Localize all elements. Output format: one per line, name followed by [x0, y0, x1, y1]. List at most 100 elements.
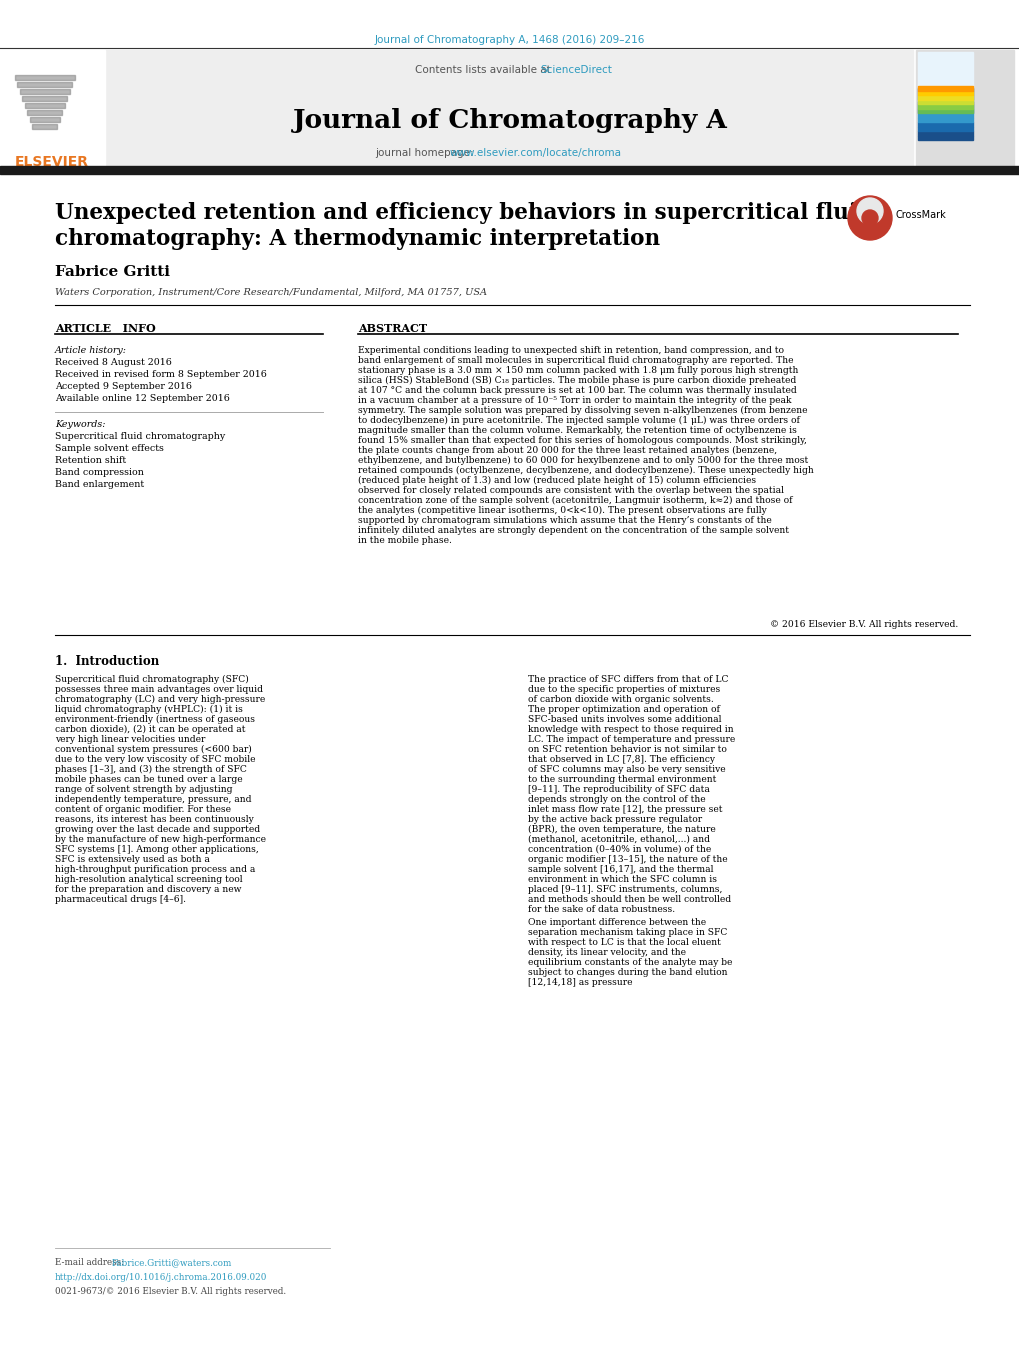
Text: to the surrounding thermal environment: to the surrounding thermal environment: [528, 775, 715, 784]
Text: that observed in LC [7,8]. The efficiency: that observed in LC [7,8]. The efficienc…: [528, 755, 714, 765]
Text: © 2016 Elsevier B.V. All rights reserved.: © 2016 Elsevier B.V. All rights reserved…: [769, 620, 957, 630]
Text: pharmaceutical drugs [4–6].: pharmaceutical drugs [4–6].: [55, 894, 185, 904]
Text: with respect to LC is that the local eluent: with respect to LC is that the local elu…: [528, 938, 720, 947]
Text: in the mobile phase.: in the mobile phase.: [358, 536, 451, 544]
Text: www.elsevier.com/locate/chroma: www.elsevier.com/locate/chroma: [449, 149, 622, 158]
Text: silica (HSS) StableBond (SB) C₁₈ particles. The mobile phase is pure carbon diox: silica (HSS) StableBond (SB) C₁₈ particl…: [358, 376, 796, 385]
Text: ELSEVIER: ELSEVIER: [15, 155, 89, 169]
Text: conventional system pressures (<600 bar): conventional system pressures (<600 bar): [55, 744, 252, 754]
Text: possesses three main advantages over liquid: possesses three main advantages over liq…: [55, 685, 263, 694]
Text: infinitely diluted analytes are strongly dependent on the concentration of the s: infinitely diluted analytes are strongly…: [358, 526, 789, 535]
Text: subject to changes during the band elution: subject to changes during the band eluti…: [528, 969, 727, 977]
Text: Contents lists available at: Contents lists available at: [415, 65, 553, 76]
Text: independently temperature, pressure, and: independently temperature, pressure, and: [55, 794, 252, 804]
Bar: [917, 86, 972, 91]
Text: high-resolution analytical screening tool: high-resolution analytical screening too…: [55, 875, 243, 884]
Text: Retention shift: Retention shift: [55, 457, 126, 465]
Text: Unexpected retention and efficiency behaviors in supercritical fluid: Unexpected retention and efficiency beha…: [55, 203, 871, 224]
Text: organic modifier [13–15], the nature of the: organic modifier [13–15], the nature of …: [528, 855, 727, 865]
Bar: [917, 109, 972, 113]
Text: on SFC retention behavior is not similar to: on SFC retention behavior is not similar…: [528, 744, 727, 754]
Text: magnitude smaller than the column volume. Remarkably, the retention time of octy: magnitude smaller than the column volume…: [358, 426, 796, 435]
Text: of carbon dioxide with organic solvents.: of carbon dioxide with organic solvents.: [528, 694, 713, 704]
Text: ABSTRACT: ABSTRACT: [358, 323, 427, 334]
Text: The proper optimization and operation of: The proper optimization and operation of: [528, 705, 719, 713]
Text: and methods should then be well controlled: and methods should then be well controll…: [528, 894, 731, 904]
Text: placed [9–11]. SFC instruments, columns,: placed [9–11]. SFC instruments, columns,: [528, 885, 721, 894]
Text: Article history:: Article history:: [55, 346, 127, 355]
Text: Band enlargement: Band enlargement: [55, 480, 144, 489]
Text: knowledge with respect to those required in: knowledge with respect to those required…: [528, 725, 733, 734]
Text: SFC systems [1]. Among other applications,: SFC systems [1]. Among other application…: [55, 844, 259, 854]
Text: the analytes (competitive linear isotherms, 0<k<10). The present observations ar: the analytes (competitive linear isother…: [358, 507, 766, 515]
Bar: [917, 136, 972, 141]
Text: 1.  Introduction: 1. Introduction: [55, 655, 159, 667]
Text: due to the specific properties of mixtures: due to the specific properties of mixtur…: [528, 685, 719, 694]
Text: of SFC columns may also be very sensitive: of SFC columns may also be very sensitiv…: [528, 765, 725, 774]
Text: Received in revised form 8 September 2016: Received in revised form 8 September 201…: [55, 370, 267, 380]
Text: ScienceDirect: ScienceDirect: [539, 65, 611, 76]
Text: Supercritical fluid chromatography: Supercritical fluid chromatography: [55, 432, 225, 440]
Bar: [917, 127, 972, 131]
Text: in a vacuum chamber at a pressure of 10⁻⁵ Torr in order to maintain the integrit: in a vacuum chamber at a pressure of 10⁻…: [358, 396, 791, 405]
Text: ARTICLE   INFO: ARTICLE INFO: [55, 323, 156, 334]
Bar: [22, 96, 67, 101]
Bar: [917, 131, 972, 135]
Text: liquid chromatography (vHPLC): (1) it is: liquid chromatography (vHPLC): (1) it is: [55, 705, 243, 715]
Text: Keywords:: Keywords:: [55, 420, 105, 430]
Bar: [0, 166, 1019, 174]
Bar: [917, 96, 972, 100]
Text: by the manufacture of new high-performance: by the manufacture of new high-performan…: [55, 835, 266, 844]
Bar: [917, 118, 972, 122]
Text: LC. The impact of temperature and pressure: LC. The impact of temperature and pressu…: [528, 735, 735, 744]
Text: journal homepage:: journal homepage:: [375, 149, 477, 158]
Text: SFC-based units involves some additional: SFC-based units involves some additional: [528, 715, 720, 724]
Text: (methanol, acetonitrile, ethanol,...) and: (methanol, acetonitrile, ethanol,...) an…: [528, 835, 709, 844]
Bar: [917, 88, 972, 100]
Bar: [26, 109, 62, 115]
Text: (BPR), the oven temperature, the nature: (BPR), the oven temperature, the nature: [528, 825, 715, 834]
Text: supported by chromatogram simulations which assume that the Henry’s constants of: supported by chromatogram simulations wh…: [358, 516, 771, 526]
Text: (reduced plate height of 1.3) and low (reduced plate height of 15) column effici: (reduced plate height of 1.3) and low (r…: [358, 476, 755, 485]
Text: the plate counts change from about 20 000 for the three least retained analytes : the plate counts change from about 20 00…: [358, 446, 776, 455]
Bar: [20, 89, 70, 95]
Text: One important difference between the: One important difference between the: [528, 917, 705, 927]
Text: Fabrice Gritti: Fabrice Gritti: [55, 265, 170, 280]
Circle shape: [847, 196, 892, 240]
Bar: [32, 124, 57, 128]
Text: environment-friendly (inertness of gaseous: environment-friendly (inertness of gaseo…: [55, 715, 255, 724]
Text: carbon dioxide), (2) it can be operated at: carbon dioxide), (2) it can be operated …: [55, 725, 246, 734]
Text: high-throughput purification process and a: high-throughput purification process and…: [55, 865, 255, 874]
Text: content of organic modifier. For these: content of organic modifier. For these: [55, 805, 230, 815]
Bar: [917, 101, 972, 113]
Text: chromatography (LC) and very high-pressure: chromatography (LC) and very high-pressu…: [55, 694, 265, 704]
Text: for the sake of data robustness.: for the sake of data robustness.: [528, 905, 675, 915]
Text: The practice of SFC differs from that of LC: The practice of SFC differs from that of…: [528, 676, 728, 684]
Text: inlet mass flow rate [12], the pressure set: inlet mass flow rate [12], the pressure …: [528, 805, 721, 815]
Text: retained compounds (octylbenzene, decylbenzene, and dodecylbenzene). These unexp: retained compounds (octylbenzene, decylb…: [358, 466, 813, 476]
Text: separation mechanism taking place in SFC: separation mechanism taking place in SFC: [528, 928, 727, 938]
Bar: [917, 91, 972, 95]
Text: at 107 °C and the column back pressure is set at 100 bar. The column was thermal: at 107 °C and the column back pressure i…: [358, 386, 796, 394]
Text: Fabrice.Gritti@waters.com: Fabrice.Gritti@waters.com: [112, 1258, 232, 1267]
Bar: [917, 100, 972, 104]
Circle shape: [856, 199, 882, 224]
Text: sample solvent [16,17], and the thermal: sample solvent [16,17], and the thermal: [528, 865, 713, 874]
Bar: [17, 82, 72, 86]
Text: Waters Corporation, Instrument/Core Research/Fundamental, Milford, MA 01757, USA: Waters Corporation, Instrument/Core Rese…: [55, 288, 486, 297]
Bar: [917, 123, 972, 127]
Text: Experimental conditions leading to unexpected shift in retention, band compressi: Experimental conditions leading to unexp…: [358, 346, 784, 355]
Text: [12,14,18] as pressure: [12,14,18] as pressure: [528, 978, 632, 988]
Text: growing over the last decade and supported: growing over the last decade and support…: [55, 825, 260, 834]
Bar: [30, 118, 60, 122]
Text: [9–11]. The reproducibility of SFC data: [9–11]. The reproducibility of SFC data: [528, 785, 709, 794]
Text: range of solvent strength by adjusting: range of solvent strength by adjusting: [55, 785, 232, 794]
Text: Journal of Chromatography A: Journal of Chromatography A: [292, 108, 727, 132]
Text: observed for closely related compounds are consistent with the overlap between t: observed for closely related compounds a…: [358, 486, 784, 494]
Text: Band compression: Band compression: [55, 467, 144, 477]
Text: environment in which the SFC column is: environment in which the SFC column is: [528, 875, 716, 884]
Text: phases [1–3], and (3) the strength of SFC: phases [1–3], and (3) the strength of SF…: [55, 765, 247, 774]
Text: mobile phases can be tuned over a large: mobile phases can be tuned over a large: [55, 775, 243, 784]
Text: Available online 12 September 2016: Available online 12 September 2016: [55, 394, 229, 403]
Text: Supercritical fluid chromatography (SFC): Supercritical fluid chromatography (SFC): [55, 676, 249, 684]
